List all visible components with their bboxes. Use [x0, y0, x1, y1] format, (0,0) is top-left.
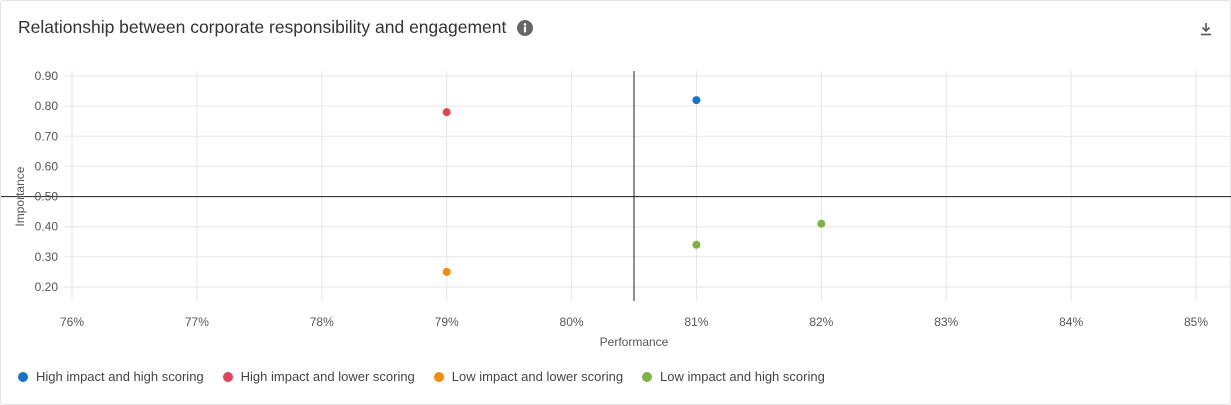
x-axis-title: Performance: [600, 335, 669, 349]
legend-label: Low impact and lower scoring: [451, 369, 624, 384]
y-tick-label: 0.80: [35, 99, 59, 113]
y-tick-label: 0.70: [35, 129, 59, 143]
chart-header: Relationship between corporate responsib…: [18, 17, 534, 38]
x-tick-label: 77%: [185, 315, 209, 329]
data-point: [442, 108, 451, 117]
legend-item[interactable]: Low impact and lower scoring: [433, 369, 624, 384]
y-axis-title: Importance: [13, 166, 27, 226]
scatter-chart: 0.90 0.80 0.70 0.60 0.50 0.40 0.30 0.20 76% 77% 78…: [1, 69, 1231, 349]
y-tick-label: 0.50: [35, 190, 59, 204]
legend-item[interactable]: Low impact and high scoring: [642, 369, 825, 384]
legend-marker: [642, 371, 653, 382]
x-tick-label: 80%: [560, 315, 584, 329]
info-icon[interactable]: [517, 19, 534, 36]
x-tick-label: 79%: [435, 315, 459, 329]
x-tick-label: 78%: [310, 315, 334, 329]
chart-title: Relationship between corporate responsib…: [18, 17, 507, 37]
y-tick-label: 0.40: [35, 220, 59, 234]
legend-marker: [222, 371, 233, 382]
data-point: [692, 96, 701, 105]
x-tick-label: 84%: [1059, 315, 1083, 329]
y-tick-label: 0.20: [35, 280, 59, 294]
y-tick-label: 0.30: [35, 250, 59, 264]
legend-marker: [433, 371, 444, 382]
data-point: [692, 240, 701, 249]
data-point: [442, 267, 451, 276]
y-tick-label: 0.90: [35, 69, 59, 83]
y-tick-label: 0.60: [35, 159, 59, 173]
x-tick-label: 85%: [1184, 315, 1208, 329]
x-tick-label: 82%: [809, 315, 833, 329]
x-tick-label: 76%: [60, 315, 84, 329]
x-tick-label: 81%: [684, 315, 708, 329]
legend-marker: [18, 371, 28, 382]
legend-item[interactable]: High impact and lower scoring: [222, 369, 415, 384]
legend-label: High impact and high scoring: [36, 369, 204, 384]
x-tick-label: 83%: [934, 315, 958, 329]
chart-legend: High impact and high scoring High impact …: [18, 369, 844, 384]
legend-item[interactable]: High impact and high scoring: [18, 369, 204, 384]
data-point: [817, 219, 826, 228]
legend-label: High impact and lower scoring: [240, 369, 415, 384]
legend-label: Low impact and high scoring: [660, 369, 825, 384]
download-icon[interactable]: [1198, 21, 1214, 37]
